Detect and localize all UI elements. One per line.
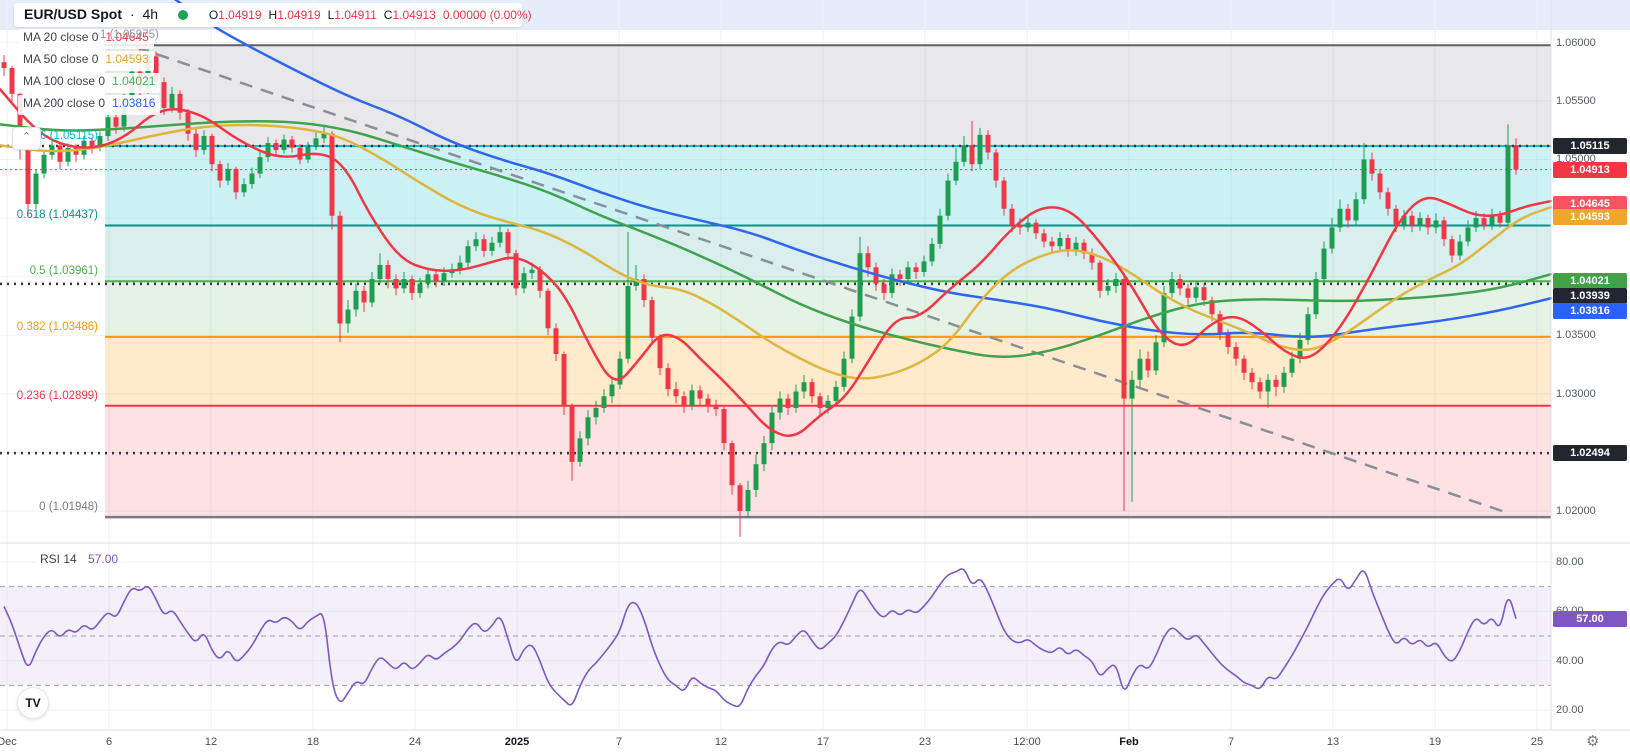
collapse-legend-button[interactable]: ⌃ xyxy=(12,127,41,150)
chevron-up-icon: ⌃ xyxy=(21,131,32,143)
gear-icon[interactable]: ⚙ xyxy=(1586,733,1600,750)
tradingview-logo[interactable]: TV xyxy=(17,687,49,719)
tradingview-logo-text: TV xyxy=(25,696,41,710)
